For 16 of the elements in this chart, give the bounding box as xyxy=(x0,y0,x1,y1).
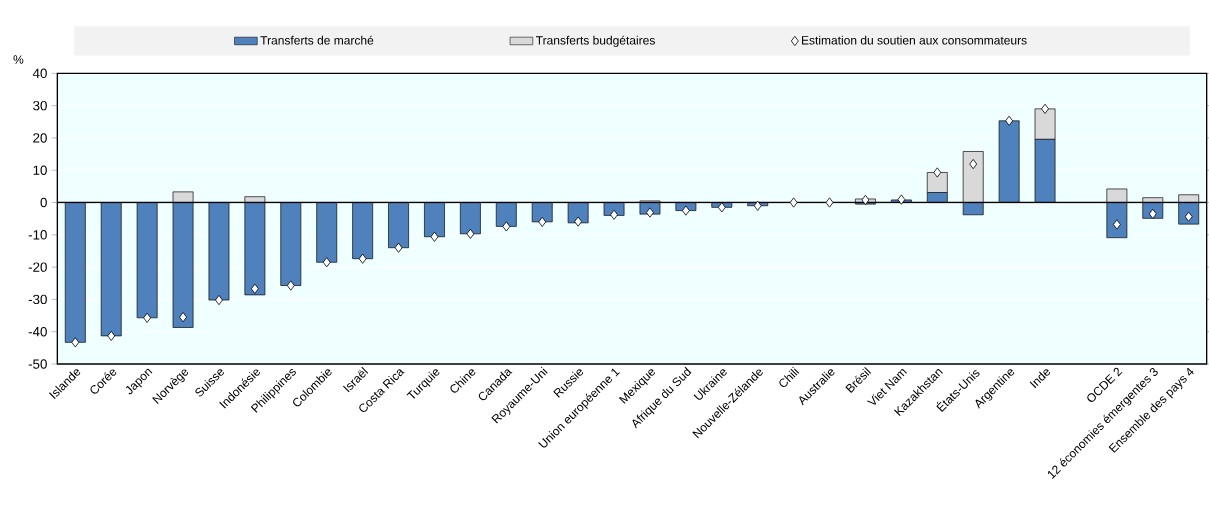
x-tick-label: Inde xyxy=(1029,369,1050,389)
legend-label: Estimation du soutien aux consommateurs xyxy=(801,35,1027,45)
x-tick-label: Chili xyxy=(779,366,800,387)
y-tick-label: 30 xyxy=(33,100,47,111)
y-tick-label: 40 xyxy=(32,68,47,79)
y-tick-label: -40 xyxy=(28,326,47,337)
y-axis-title: % xyxy=(13,55,24,64)
legend-label: Transferts budgétaires xyxy=(536,35,655,47)
y-tick-label: -20 xyxy=(28,262,47,272)
legend-label: Transferts de marché xyxy=(260,35,374,45)
y-tick-label: 0 xyxy=(40,197,47,208)
y-tick-label: -50 xyxy=(28,359,47,369)
y-tick-label: -10 xyxy=(28,230,47,240)
y-tick-label: 10 xyxy=(33,165,47,175)
y-tick-label: 20 xyxy=(33,133,47,143)
y-tick-label: -30 xyxy=(28,294,47,305)
